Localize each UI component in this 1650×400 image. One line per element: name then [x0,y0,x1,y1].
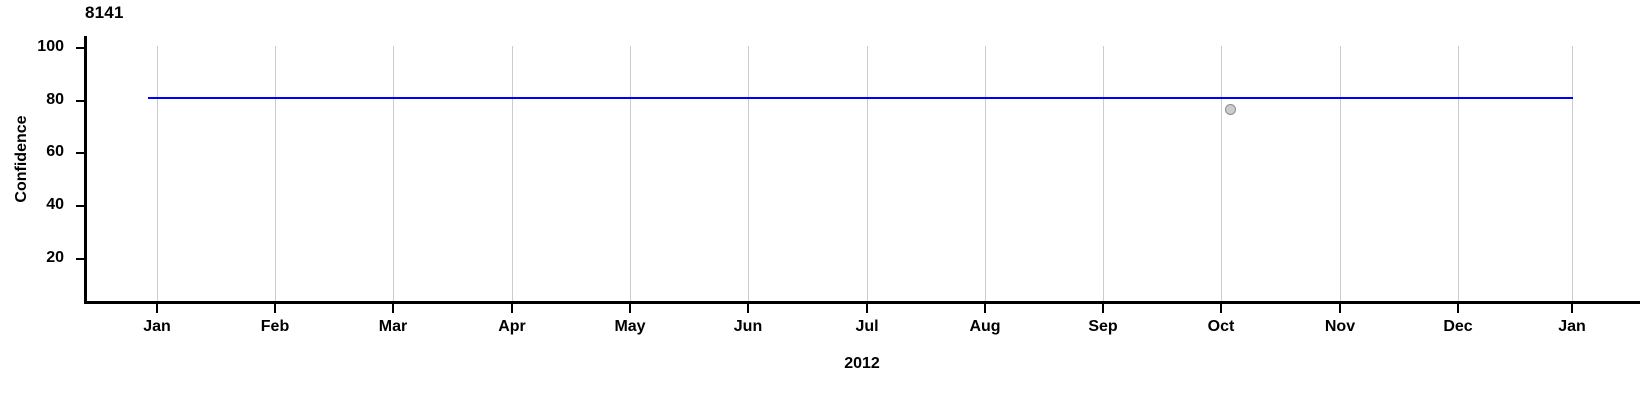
x-tick-mark-jul [866,304,868,313]
x-tick-mark-jan-next [1571,304,1573,313]
gridline-may [630,46,631,301]
y-tick-mark-80 [76,100,85,102]
x-tick-label-jan-next: Jan [1558,318,1586,335]
gridline-jun [748,46,749,301]
x-tick-label-apr: Apr [498,318,526,335]
x-tick-label-aug: Aug [969,318,1001,335]
gridline-aug [985,46,986,301]
threshold-line [148,97,1573,99]
y-tick-label-80: 80 [46,91,64,108]
y-tick-mark-40 [76,205,85,207]
gridline-nov [1340,46,1341,301]
data-point[interactable] [1225,104,1236,115]
y-tick-mark-20 [76,258,85,260]
x-tick-mark-feb [274,304,276,313]
gridline-feb [275,46,276,301]
x-tick-label-dec: Dec [1443,318,1473,335]
gridline-jan [157,46,158,301]
x-tick-mark-apr [511,304,513,313]
y-tick-mark-100 [76,47,85,49]
x-tick-label-sep: Sep [1088,318,1118,335]
x-tick-mark-jun [747,304,749,313]
x-tick-mark-dec [1457,304,1459,313]
chart-title: 8141 [85,3,124,22]
x-tick-label-feb: Feb [260,318,290,335]
y-tick-label-20: 20 [46,249,64,266]
x-axis-line [84,301,1640,304]
x-tick-mark-aug [984,304,986,313]
x-tick-mark-mar [392,304,394,313]
gridline-mar [393,46,394,301]
gridline-apr [512,46,513,301]
x-tick-label-oct: Oct [1207,318,1235,335]
x-tick-mark-jan [156,304,158,313]
y-tick-label-40: 40 [46,196,64,213]
y-tick-mark-60 [76,152,85,154]
gridline-jan-next [1572,46,1573,301]
x-tick-mark-oct [1220,304,1222,313]
x-tick-mark-sep [1102,304,1104,313]
y-tick-label-60: 60 [46,143,64,160]
y-tick-label-100: 100 [37,38,64,55]
y-axis-title: Confidence [13,115,30,203]
x-tick-label-jan: Jan [143,318,171,335]
gridline-dec [1458,46,1459,301]
gridline-oct [1221,46,1222,301]
y-axis-line [84,36,87,304]
x-tick-label-jul: Jul [855,318,879,335]
x-tick-mark-nov [1339,304,1341,313]
x-tick-mark-may [629,304,631,313]
x-tick-label-nov: Nov [1324,318,1356,335]
x-axis-title: 2012 [844,355,880,372]
x-tick-label-mar: Mar [378,318,408,335]
gridline-sep [1103,46,1104,301]
gridline-jul [867,46,868,301]
x-tick-label-may: May [614,318,646,335]
x-tick-label-jun: Jun [733,318,763,335]
